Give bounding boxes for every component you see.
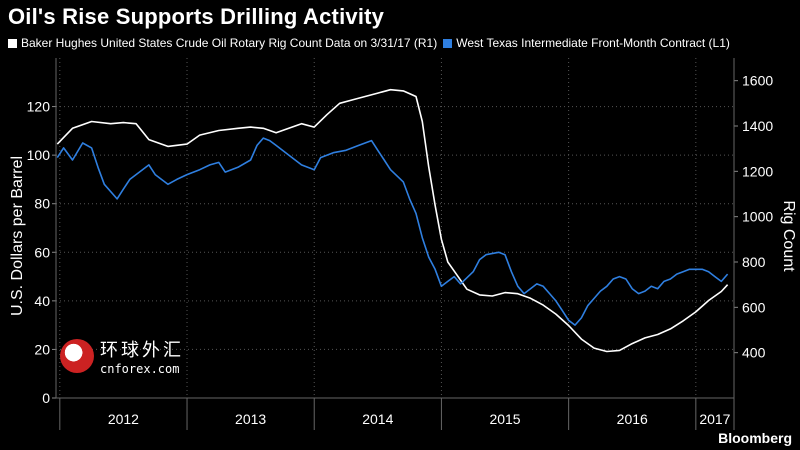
watermark-text: 环球外汇 cnforex.com — [100, 336, 184, 376]
y-axis-left-title: U.S. Dollars per Barrel — [9, 156, 26, 316]
x-tick-label-2013: 2013 — [235, 411, 266, 427]
y-left-tick-label: 20 — [34, 341, 50, 357]
y-right-tick-label: 1400 — [742, 118, 773, 134]
watermark: 环球外汇 cnforex.com — [60, 336, 184, 376]
x-axis: 2012 2013 2014 2015 2016 2017 — [56, 397, 734, 430]
y-axis-right-title: Rig Count — [780, 200, 797, 272]
y-left-tick-label: 100 — [27, 147, 51, 163]
series-line-wti — [56, 137, 729, 326]
y-left-tick-label: 0 — [42, 390, 50, 406]
y-right-tick-label: 600 — [742, 299, 766, 315]
gridlines — [56, 58, 734, 399]
legend-item-rig-count: Baker Hughes United States Crude Oil Rot… — [8, 36, 437, 50]
chart-title: Oil's Rise Supports Drilling Activity — [8, 4, 385, 29]
x-tick-label-2014: 2014 — [362, 411, 393, 427]
y-left-tick-label: 40 — [34, 293, 50, 309]
legend-swatch-rig-count — [8, 38, 17, 48]
y-right-tick-label: 400 — [742, 345, 766, 361]
legend: Baker Hughes United States Crude Oil Rot… — [8, 36, 736, 50]
series-line-rig-count — [56, 88, 729, 353]
y-left-tick-label: 80 — [34, 196, 50, 212]
x-tick-label-2015: 2015 — [489, 411, 520, 427]
y-axis-right: 400 600 800 1000 1200 1400 1600 — [733, 58, 773, 430]
watermark-en: cnforex.com — [100, 362, 180, 376]
legend-item-wti: West Texas Intermediate Front-Month Cont… — [443, 36, 730, 50]
y-right-tick-label: 1000 — [742, 209, 773, 225]
y-right-tick-label: 800 — [742, 254, 766, 270]
brand-logo: Bloomberg — [718, 430, 792, 446]
x-tick-label-2012: 2012 — [108, 411, 139, 427]
x-tick-label-2016: 2016 — [617, 411, 648, 427]
y-axis-left: 0 20 40 60 80 100 120 — [27, 58, 57, 406]
watermark-logo-icon — [60, 339, 94, 373]
watermark-cn: 环球外汇 — [100, 340, 184, 361]
x-tick-label-2017: 2017 — [699, 411, 730, 427]
y-left-tick-label: 120 — [27, 99, 51, 115]
y-right-tick-label: 1600 — [742, 73, 773, 89]
y-right-tick-label: 1200 — [742, 163, 773, 179]
legend-label-rig-count: Baker Hughes United States Crude Oil Rot… — [21, 36, 438, 50]
y-left-tick-label: 60 — [34, 244, 50, 260]
series-lines — [56, 88, 729, 353]
legend-label-wti: West Texas Intermediate Front-Month Cont… — [456, 36, 730, 50]
legend-swatch-wti — [443, 38, 453, 48]
